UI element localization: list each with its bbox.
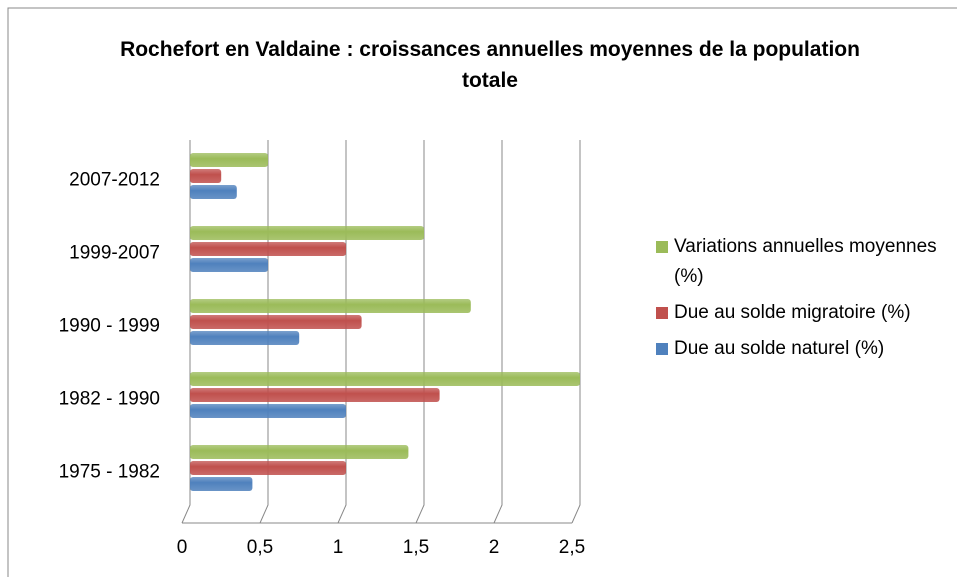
legend: Variations annuelles moyennes (%) Due au … [656, 232, 956, 370]
legend-item: Variations annuelles moyennes (%) [656, 232, 956, 292]
bar [190, 258, 268, 272]
bar [190, 299, 471, 313]
grid-line [493, 140, 503, 524]
y-tick-label: 1990 - 1999 [59, 316, 160, 337]
frame [7, 7, 957, 577]
bar [190, 477, 253, 491]
grid-line [337, 140, 347, 524]
bar [190, 242, 346, 256]
bar [190, 404, 346, 418]
bar [190, 445, 409, 459]
grid-line [415, 140, 425, 524]
legend-swatch [656, 307, 668, 319]
y-tick-label: 1982 - 1990 [59, 389, 160, 410]
bar [190, 153, 268, 167]
bar [190, 185, 237, 199]
grid-line [181, 140, 191, 524]
x-tick-label: 1 [333, 537, 344, 558]
legend-label: Due au solde migratoire (%) [674, 302, 911, 323]
x-tick-label: 0 [177, 537, 188, 558]
legend-label: Variations annuelles moyennes (%) [674, 236, 937, 287]
legend-item: Due au solde naturel (%) [656, 334, 956, 364]
x-tick-label: 2 [489, 537, 500, 558]
x-tick-label: 2,5 [559, 537, 585, 558]
bar [190, 388, 440, 402]
bar [190, 315, 362, 329]
bar [190, 461, 346, 475]
grid-line [571, 140, 581, 524]
legend-label: Due au solde naturel (%) [674, 338, 885, 359]
y-tick-label: 1999-2007 [69, 243, 160, 264]
legend-swatch [656, 343, 668, 355]
legend-item: Due au solde migratoire (%) [656, 298, 956, 328]
x-tick-label: 1,5 [403, 537, 429, 558]
y-tick-label: 1975 - 1982 [59, 462, 160, 483]
y-tick-label: 2007-2012 [69, 170, 160, 191]
bar [190, 169, 222, 183]
bar [190, 372, 580, 386]
bar [190, 226, 424, 240]
chart-title: Rochefort en Valdaine : croissances annu… [120, 38, 860, 92]
x-tick-label: 0,5 [247, 537, 273, 558]
bar [190, 331, 300, 345]
legend-swatch [656, 241, 668, 253]
